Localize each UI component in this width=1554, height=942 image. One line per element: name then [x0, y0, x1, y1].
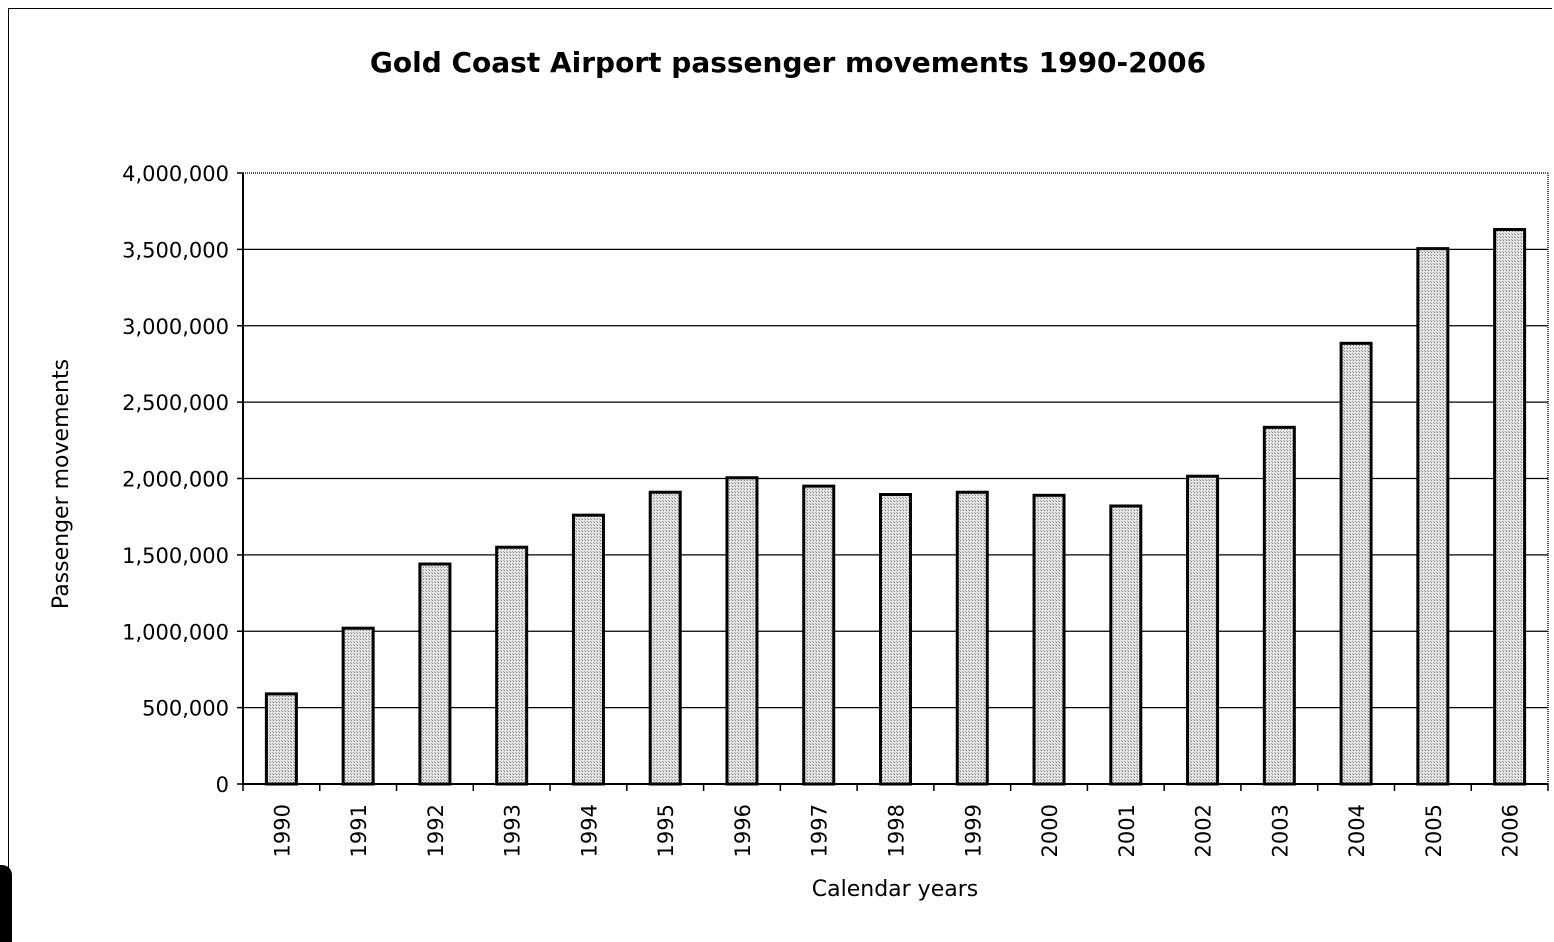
bar-2006	[1493, 228, 1527, 786]
bar-2001	[1109, 504, 1143, 786]
x-tick-label: 1999	[961, 804, 985, 857]
chart-title: Gold Coast Airport passenger movements 1…	[370, 46, 1206, 79]
x-tick-label: 1991	[347, 804, 371, 857]
bar-1999	[955, 490, 989, 786]
bar-1991	[341, 626, 375, 786]
y-tick-label: 3,000,000	[122, 315, 229, 339]
bar-2003	[1262, 425, 1296, 786]
x-tick-label: 2005	[1422, 804, 1446, 857]
axes	[237, 172, 1549, 791]
y-tick-label: 500,000	[142, 697, 229, 721]
y-tick-label: 2,500,000	[122, 391, 229, 415]
x-tick-label: 2004	[1345, 804, 1369, 857]
bar-1995	[648, 490, 682, 786]
bar-1996	[725, 476, 759, 786]
x-tick-label: 2001	[1115, 804, 1139, 857]
x-tick-labels: 1990 1991 1992 1993 1994 1995 1996 1997 1998 1999…	[270, 804, 1522, 857]
y-tick-labels: 0 500,000 1,000,000 1,500,000 2,000,000 2,500…	[122, 162, 229, 797]
bar-1997	[802, 484, 836, 786]
y-tick-label: 0	[216, 773, 229, 797]
x-tick-label: 1992	[424, 804, 448, 857]
y-tick-label: 1,500,000	[122, 544, 229, 568]
x-tick-label: 1993	[501, 804, 525, 857]
x-tick-label: 2006	[1499, 804, 1523, 857]
bars	[264, 228, 1527, 786]
y-tick-label: 1,000,000	[122, 620, 229, 644]
x-tick-label: 1995	[654, 804, 678, 857]
x-tick-label: 2003	[1268, 804, 1292, 857]
bar-1990	[264, 692, 298, 786]
bar-1994	[571, 513, 605, 786]
bar-1993	[495, 545, 529, 786]
x-axis-title: Calendar years	[812, 877, 978, 902]
y-tick-label: 2,000,000	[122, 468, 229, 492]
y-tick-label: 3,500,000	[122, 238, 229, 262]
x-tick-label: 2002	[1192, 804, 1216, 857]
x-tick-label: 1998	[885, 804, 909, 857]
bar-1992	[418, 562, 452, 786]
x-tick-label: 1997	[808, 804, 832, 857]
x-tick-label: 1996	[731, 804, 755, 857]
bar-2002	[1186, 474, 1220, 786]
bar-2000	[1032, 493, 1066, 786]
y-axis-title: Passenger movements	[49, 359, 74, 609]
bar-1998	[879, 493, 912, 786]
bar-2005	[1416, 247, 1450, 786]
chart-frame	[8, 8, 1552, 940]
x-tick-label: 1994	[577, 804, 601, 857]
x-tick-label: 1990	[270, 804, 294, 857]
corner-mark	[0, 865, 12, 942]
bar-2004	[1339, 341, 1373, 786]
y-tick-label: 4,000,000	[122, 162, 229, 186]
x-tick-label: 2000	[1038, 804, 1062, 857]
